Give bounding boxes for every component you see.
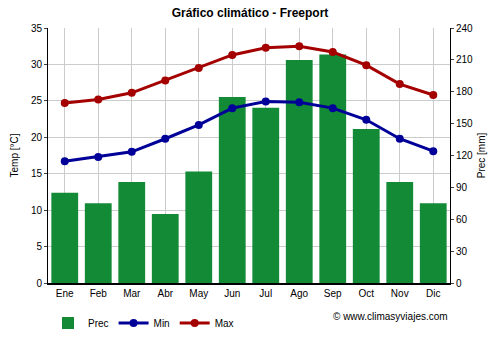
svg-text:Oct: Oct [358,288,374,299]
svg-text:Ene: Ene [56,288,74,299]
svg-text:Max: Max [215,318,234,329]
svg-text:0: 0 [36,278,42,289]
svg-text:25: 25 [31,95,43,106]
svg-text:30: 30 [31,59,43,70]
svg-text:Nov: Nov [391,288,409,299]
svg-text:© www.climasyviajes.com: © www.climasyviajes.com [333,311,448,322]
svg-text:Jun: Jun [224,288,240,299]
svg-text:Gráfico climático - Freeport: Gráfico climático - Freeport [172,6,329,20]
svg-text:Abr: Abr [157,288,173,299]
svg-text:Temp [°C]: Temp [°C] [9,133,20,177]
svg-text:60: 60 [456,214,468,225]
svg-text:35: 35 [31,23,43,34]
svg-text:Prec [mm]: Prec [mm] [476,133,487,179]
svg-text:Min: Min [154,318,170,329]
svg-text:Dic: Dic [426,288,440,299]
svg-text:Jul: Jul [259,288,272,299]
svg-text:Ago: Ago [290,288,308,299]
svg-text:5: 5 [36,241,42,252]
svg-text:Feb: Feb [90,288,108,299]
svg-text:Prec: Prec [88,318,109,329]
svg-text:150: 150 [456,118,473,129]
svg-text:240: 240 [456,23,473,34]
svg-text:210: 210 [456,54,473,65]
svg-text:May: May [189,288,208,299]
svg-text:20: 20 [31,132,43,143]
svg-text:Sep: Sep [324,288,342,299]
svg-text:Mar: Mar [123,288,141,299]
svg-text:120: 120 [456,150,473,161]
svg-text:15: 15 [31,168,43,179]
svg-text:180: 180 [456,86,473,97]
svg-text:0: 0 [456,278,462,289]
svg-text:10: 10 [31,205,43,216]
svg-text:30: 30 [456,246,468,257]
svg-text:90: 90 [456,182,468,193]
